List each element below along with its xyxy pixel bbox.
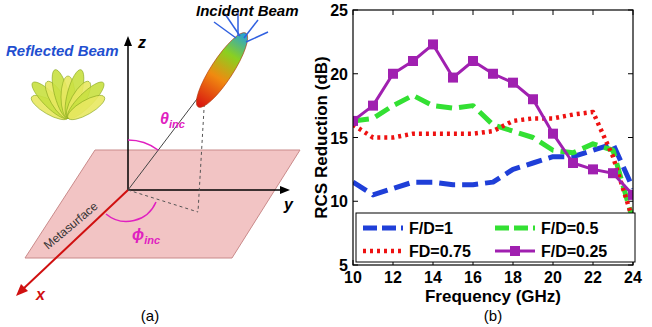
- legend-label: F/D=0.5: [541, 220, 598, 237]
- phi-label: ϕinc: [132, 226, 160, 246]
- y-label: y: [283, 196, 294, 213]
- series-line: [353, 112, 633, 220]
- marker: [368, 101, 378, 111]
- y-tick: [353, 73, 358, 74]
- y-axis: [128, 189, 282, 191]
- x-tick: [593, 10, 594, 15]
- panel-b: 1012141618202224510152025Frequency (GHz)…: [312, 2, 642, 324]
- series-line: [353, 144, 633, 195]
- x-axis-title: Frequency (GHz): [425, 287, 561, 306]
- projection-plane: [128, 190, 198, 212]
- legend-label: F/D=0.25: [541, 243, 607, 260]
- legend: F/D=1 F/D=0.5 FD=0.75 F/D=0.25: [356, 213, 635, 262]
- lobe: [65, 91, 108, 124]
- legend-swatch: [363, 249, 403, 254]
- side-lobe: [244, 20, 258, 38]
- y-tick-label: 20: [330, 66, 348, 83]
- panel-a: MetasurfaceReflected BeamzyxIncident Bea…: [6, 2, 300, 324]
- z-axis: [127, 42, 129, 190]
- symbol: θ: [160, 110, 169, 127]
- x-tick-label: 22: [584, 269, 602, 286]
- arrow: [16, 284, 28, 296]
- reflected-beam-label: Reflected Beam: [6, 42, 119, 59]
- y-tick-label: 10: [330, 193, 348, 210]
- x-tick: [553, 10, 554, 15]
- theta-arc: [128, 140, 158, 150]
- marker: [488, 69, 498, 79]
- marker: [388, 69, 398, 79]
- theta-label: θinc: [160, 110, 185, 130]
- y-tick: [353, 201, 358, 202]
- side-lobe: [214, 22, 236, 38]
- metasurface-plane: [25, 150, 300, 258]
- marker: [428, 39, 438, 49]
- y-tick-label: 15: [330, 130, 348, 147]
- projection-vertical: [198, 92, 205, 212]
- arrow: [124, 36, 132, 46]
- figure: MetasurfaceReflected BeamzyxIncident Bea…: [0, 0, 652, 327]
- x-tick-label: 20: [544, 269, 562, 286]
- marker: [628, 190, 633, 200]
- legend-label: F/D=1: [409, 220, 453, 237]
- marker: [588, 164, 598, 174]
- panel-label: (b): [484, 307, 502, 324]
- x-tick: [513, 10, 514, 15]
- marker: [568, 158, 578, 168]
- reflected-beam: [28, 68, 109, 124]
- y-tick: [353, 137, 358, 138]
- marker: [608, 168, 618, 178]
- x-label: x: [35, 286, 46, 303]
- marker: [528, 94, 538, 104]
- incident-direction: [128, 95, 200, 190]
- x-tick-label: 14: [424, 269, 442, 286]
- subscript: inc: [169, 118, 185, 130]
- incident-beam: [189, 27, 255, 113]
- marker: [468, 56, 478, 66]
- series-line: [353, 95, 633, 220]
- y-tick: [628, 73, 633, 74]
- x-tick: [393, 10, 394, 15]
- legend-swatch: [363, 226, 403, 231]
- marker: [408, 56, 418, 66]
- legend-swatch: [495, 226, 535, 231]
- symbol: ϕ: [132, 226, 144, 243]
- incident-beam-label: Incident Beam: [196, 2, 299, 19]
- x-tick-label: 18: [504, 269, 522, 286]
- marker: [448, 73, 458, 83]
- series-group: [353, 39, 633, 220]
- x-tick: [433, 10, 434, 15]
- y-axis-title: RCS Reduction (dB): [312, 56, 331, 218]
- x-tick-label: 16: [464, 269, 482, 286]
- legend-box: [356, 213, 635, 262]
- x-tick: [473, 10, 474, 15]
- marker: [548, 129, 558, 139]
- y-tick: [628, 137, 633, 138]
- x-axis: [22, 190, 128, 290]
- arrow: [280, 186, 290, 194]
- x-tick-label: 24: [624, 269, 642, 286]
- side-lobe: [246, 32, 268, 42]
- legend-label: FD=0.75: [409, 243, 471, 260]
- legend-marker: [510, 246, 520, 256]
- marker: [353, 116, 358, 126]
- subscript: inc: [144, 234, 160, 246]
- series-line: [353, 44, 633, 194]
- x-tick-label: 12: [384, 269, 402, 286]
- panel-label: (a): [141, 307, 159, 324]
- y-tick-label: 25: [330, 2, 348, 19]
- y-tick-label: 5: [339, 257, 348, 274]
- z-label: z: [137, 34, 146, 51]
- phi-arc: [106, 202, 156, 221]
- marker: [508, 78, 518, 88]
